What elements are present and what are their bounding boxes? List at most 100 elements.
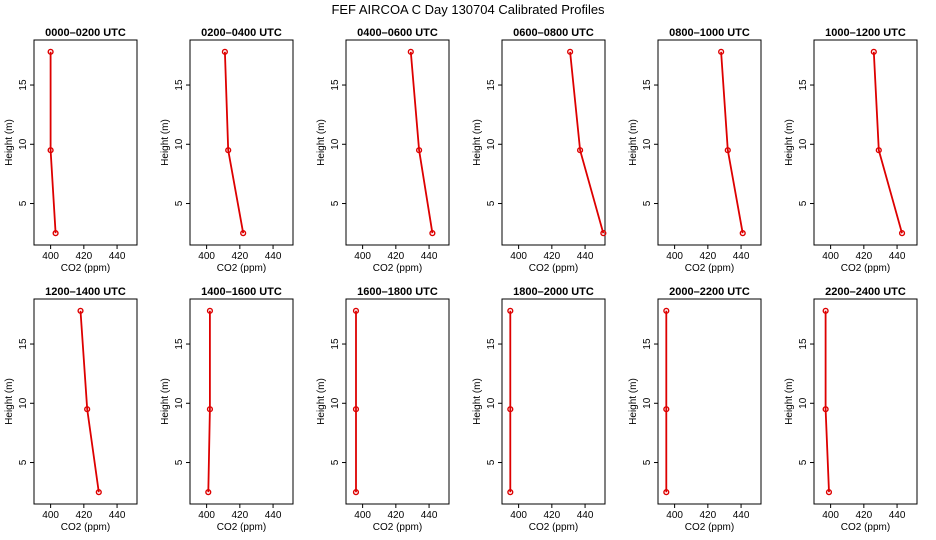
plot-frame <box>33 39 138 246</box>
y-tick-label: 5 <box>486 200 497 206</box>
data-point <box>576 147 584 154</box>
plot-frame <box>657 298 762 505</box>
panel-title: 0400–0600 UTC <box>357 27 438 39</box>
data-point <box>47 147 54 154</box>
x-tick-label: 420 <box>75 251 92 262</box>
y-tick-label: 10 <box>330 138 341 150</box>
data-point <box>429 230 436 237</box>
panel-title: 2000–2200 UTC <box>669 286 750 298</box>
x-tick-label: 400 <box>666 251 683 262</box>
x-tick-label: 420 <box>699 510 716 521</box>
y-tick-label: 10 <box>642 397 653 409</box>
x-tick-label: 400 <box>822 251 839 262</box>
y-tick-label: 15 <box>18 79 29 91</box>
data-point <box>822 307 829 314</box>
panel-title: 1600–1800 UTC <box>357 286 438 298</box>
x-tick-label: 440 <box>109 251 126 262</box>
plot-frame <box>657 39 762 246</box>
x-tick-label: 420 <box>543 251 560 262</box>
panel-title: 1400–1600 UTC <box>201 286 282 298</box>
profile-line <box>824 310 830 493</box>
data-point <box>507 489 514 496</box>
y-axis-label: Height (m) <box>160 119 171 166</box>
data-point <box>898 230 906 237</box>
y-tick-label: 10 <box>642 138 653 150</box>
data-point <box>663 406 670 413</box>
x-axis-label: CO2 (ppm) <box>373 263 422 274</box>
data-point <box>822 406 829 413</box>
y-axis-label: Height (m) <box>160 378 171 425</box>
x-axis-label: CO2 (ppm) <box>685 263 734 274</box>
y-tick-label: 15 <box>642 338 653 350</box>
data-point <box>507 307 514 314</box>
data-point <box>240 230 247 237</box>
y-tick-label: 5 <box>642 200 653 206</box>
data-point <box>352 406 360 413</box>
y-tick-label: 5 <box>330 200 341 206</box>
data-point <box>206 406 214 413</box>
data-point <box>77 307 84 314</box>
y-tick-label: 15 <box>798 79 809 91</box>
plot-frame <box>189 298 294 505</box>
y-axis-label: Height (m) <box>472 119 483 166</box>
y-tick-label: 10 <box>174 138 185 150</box>
data-point <box>225 147 232 154</box>
y-tick-label: 10 <box>798 138 809 150</box>
panel-title: 2200–2400 UTC <box>825 286 906 298</box>
plot-frame <box>813 39 918 246</box>
y-tick-label: 15 <box>18 338 29 350</box>
x-tick-label: 400 <box>198 251 215 262</box>
y-tick-label: 10 <box>174 397 185 409</box>
profile-line <box>872 51 903 234</box>
x-axis-label: CO2 (ppm) <box>529 263 578 274</box>
x-tick-label: 440 <box>577 510 594 521</box>
x-axis-label: CO2 (ppm) <box>841 522 890 533</box>
y-tick-label: 15 <box>330 338 341 350</box>
x-tick-label: 440 <box>421 251 438 262</box>
x-tick-label: 440 <box>421 510 438 521</box>
data-point <box>718 48 725 55</box>
plot-frame <box>501 298 606 505</box>
y-tick-label: 10 <box>486 138 497 150</box>
y-tick-label: 15 <box>486 338 497 350</box>
y-tick-label: 5 <box>642 459 653 465</box>
y-tick-label: 5 <box>486 459 497 465</box>
plot-frame <box>189 39 294 246</box>
profile-line <box>720 51 744 234</box>
data-point <box>221 48 228 55</box>
data-point <box>724 147 731 154</box>
data-point <box>206 307 214 314</box>
x-tick-label: 420 <box>231 510 248 521</box>
x-tick-label: 440 <box>265 251 282 262</box>
y-tick-label: 5 <box>18 459 29 465</box>
data-point <box>52 230 59 237</box>
data-point <box>47 48 54 55</box>
x-tick-label: 440 <box>889 251 906 262</box>
x-axis-label: CO2 (ppm) <box>217 522 266 533</box>
x-axis-label: CO2 (ppm) <box>529 522 578 533</box>
x-tick-label: 420 <box>75 510 92 521</box>
profile-line <box>409 51 434 234</box>
y-tick-label: 15 <box>330 79 341 91</box>
profile-line <box>569 51 605 234</box>
x-tick-label: 400 <box>666 510 683 521</box>
x-tick-label: 400 <box>198 510 215 521</box>
data-point <box>84 406 91 413</box>
y-axis-label: Height (m) <box>784 378 795 425</box>
data-point <box>205 489 212 496</box>
y-axis-label: Height (m) <box>316 378 327 425</box>
panel-title: 0000–0200 UTC <box>45 27 126 39</box>
data-point <box>663 489 670 496</box>
y-axis-label: Height (m) <box>316 119 327 166</box>
y-tick-label: 5 <box>174 200 185 206</box>
y-tick-label: 10 <box>798 397 809 409</box>
x-axis-label: CO2 (ppm) <box>61 263 110 274</box>
profile-line <box>207 310 211 493</box>
plot-frame <box>345 39 450 246</box>
